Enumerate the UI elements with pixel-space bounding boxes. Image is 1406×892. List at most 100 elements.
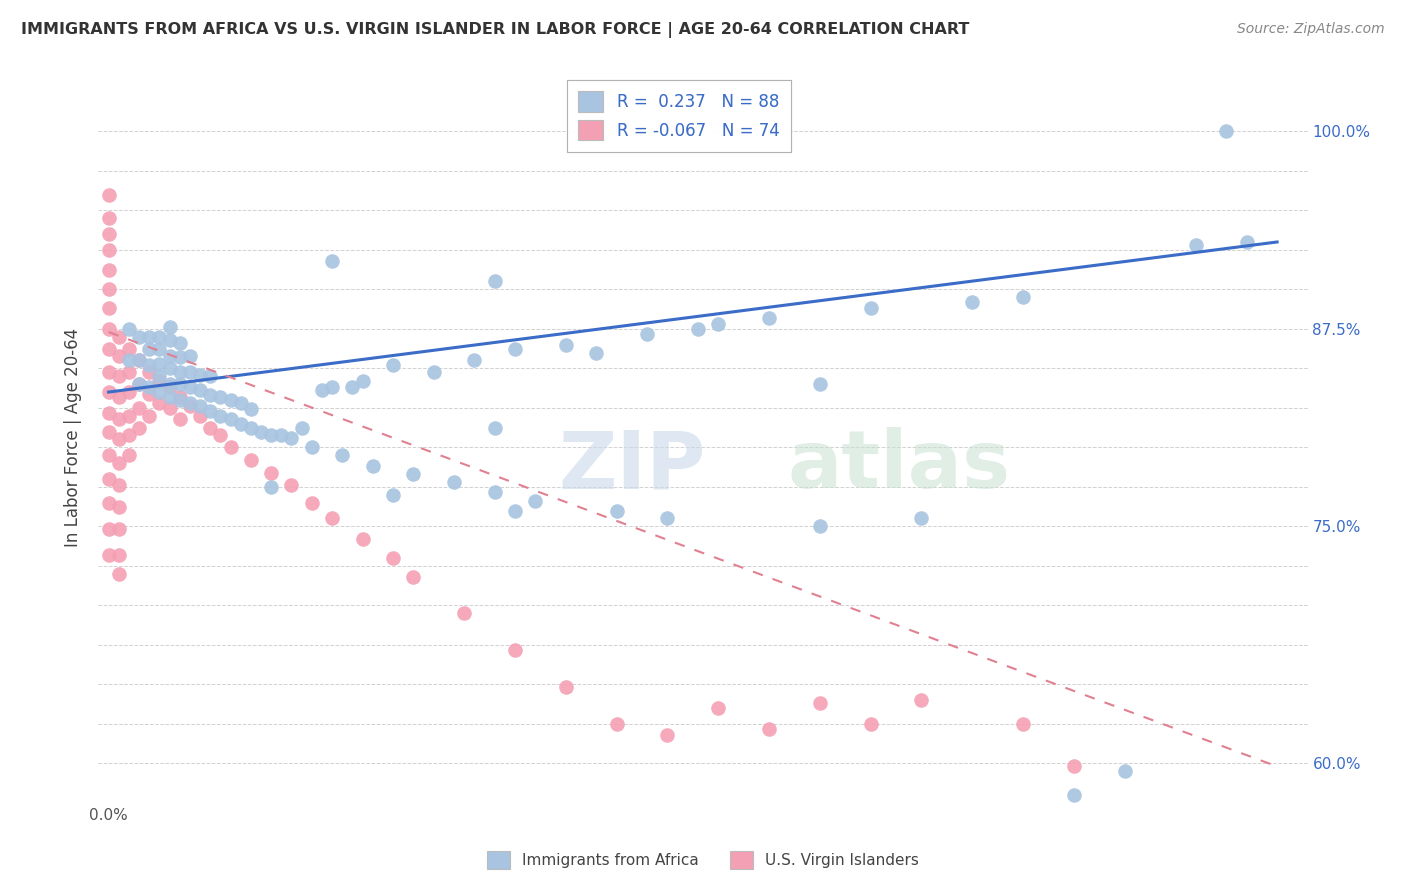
Point: [188, 409, 211, 423]
Point: [657, 728, 679, 742]
Point: [128, 377, 150, 392]
Point: [301, 495, 323, 509]
Point: [686, 322, 709, 336]
Point: [330, 448, 353, 462]
Point: [159, 390, 181, 404]
Point: [188, 399, 211, 413]
Point: [179, 365, 201, 379]
Point: [97, 365, 120, 379]
Point: [118, 343, 141, 357]
Point: [107, 548, 129, 562]
Point: [219, 392, 242, 407]
Point: [118, 409, 141, 423]
Point: [443, 475, 465, 489]
Point: [138, 358, 160, 372]
Point: [138, 343, 160, 357]
Legend: R =  0.237   N = 88, R = -0.067   N = 74: R = 0.237 N = 88, R = -0.067 N = 74: [567, 79, 792, 152]
Point: [382, 358, 405, 372]
Point: [107, 390, 129, 404]
Point: [209, 390, 232, 404]
Point: [169, 336, 191, 351]
Point: [910, 693, 932, 707]
Point: [342, 380, 364, 394]
Point: [118, 427, 141, 442]
Point: [159, 349, 181, 363]
Point: [260, 480, 283, 494]
Point: [239, 402, 262, 417]
Point: [198, 369, 221, 384]
Point: [301, 441, 323, 455]
Point: [484, 421, 506, 435]
Point: [198, 421, 221, 435]
Point: [107, 412, 129, 426]
Point: [859, 301, 882, 316]
Point: [97, 472, 120, 486]
Point: [107, 349, 129, 363]
Point: [159, 320, 181, 334]
Point: [229, 417, 252, 431]
Point: [118, 353, 141, 368]
Point: [148, 357, 170, 371]
Point: [239, 453, 262, 467]
Point: [97, 243, 120, 257]
Point: [97, 322, 120, 336]
Point: [169, 365, 191, 379]
Point: [179, 380, 201, 394]
Point: [128, 353, 150, 368]
Point: [97, 448, 120, 462]
Point: [657, 511, 679, 525]
Point: [107, 478, 129, 492]
Point: [148, 385, 170, 400]
Point: [159, 401, 181, 415]
Point: [270, 427, 292, 442]
Point: [97, 548, 120, 562]
Point: [260, 466, 283, 480]
Point: [148, 330, 170, 344]
Point: [128, 401, 150, 415]
Point: [97, 211, 120, 226]
Point: [97, 406, 120, 420]
Point: [453, 606, 475, 620]
Point: [1012, 290, 1035, 304]
Point: [107, 500, 129, 515]
Point: [169, 351, 191, 365]
Point: [606, 716, 628, 731]
Point: [606, 503, 628, 517]
Point: [188, 368, 211, 382]
Point: [97, 227, 120, 241]
Point: [463, 353, 485, 368]
Point: [1215, 124, 1237, 138]
Point: [382, 488, 405, 502]
Point: [229, 396, 252, 410]
Point: [219, 412, 242, 426]
Point: [128, 353, 150, 368]
Point: [159, 377, 181, 392]
Point: [859, 716, 882, 731]
Point: [179, 396, 201, 410]
Point: [352, 374, 374, 388]
Point: [1063, 759, 1085, 773]
Point: [97, 301, 120, 316]
Point: [198, 404, 221, 418]
Point: [321, 511, 343, 525]
Point: [808, 696, 831, 710]
Point: [707, 701, 730, 715]
Point: [503, 503, 526, 517]
Point: [97, 343, 120, 357]
Point: [554, 337, 576, 351]
Point: [159, 361, 181, 376]
Point: [97, 523, 120, 537]
Point: [352, 532, 374, 546]
Point: [138, 330, 160, 344]
Point: [118, 322, 141, 336]
Point: [484, 275, 506, 289]
Point: [503, 642, 526, 657]
Text: atlas: atlas: [787, 427, 1011, 506]
Point: [382, 550, 405, 565]
Point: [636, 326, 658, 341]
Y-axis label: In Labor Force | Age 20-64: In Labor Force | Age 20-64: [65, 327, 83, 547]
Point: [169, 412, 191, 426]
Point: [97, 263, 120, 277]
Point: [1185, 238, 1208, 252]
Point: [758, 722, 780, 736]
